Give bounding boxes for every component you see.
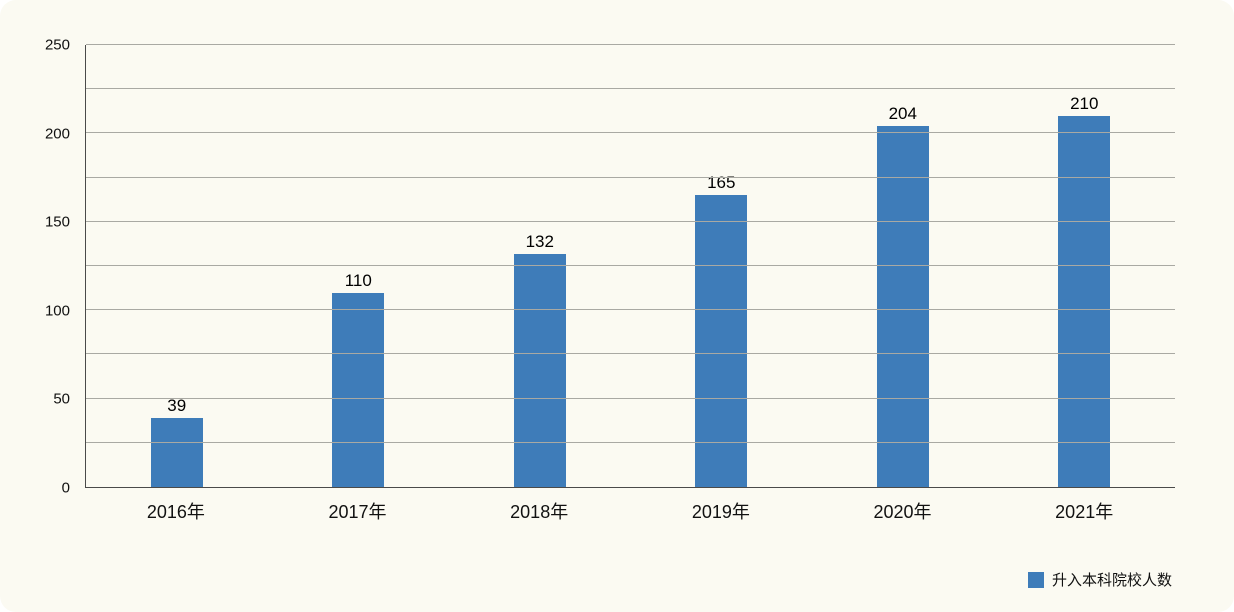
y-tick-label: 200 [44,125,70,143]
bar-slot: 132 [449,45,631,487]
bar-slot: 204 [812,45,994,487]
bar-slot: 165 [631,45,813,487]
x-tick-label: 2021年 [1055,502,1114,522]
y-tick-label: 50 [53,390,70,408]
plot-area: 39 110 132 165 204 210 [85,44,1175,488]
y-tick-label: 250 [44,36,70,54]
x-tick-label: 2020年 [873,502,932,522]
bar [513,253,566,487]
gridline [86,176,1175,178]
y-tick-label: 150 [44,213,70,231]
y-axis: 0 50 100 150 200 250 [0,38,78,496]
gridline [86,88,1175,90]
y-tick-label: 100 [44,302,70,320]
bar [695,195,748,487]
x-axis-labels: 2016年 2017年 2018年 2019年 2020年 2021年 [85,498,1175,524]
bar-value-label: 132 [525,231,554,251]
x-tick-label: 2018年 [510,502,569,522]
bar [150,418,203,487]
bar [332,292,385,487]
y-tick-label: 0 [61,479,70,497]
gridline [86,441,1175,443]
bar-value-label: 39 [167,396,187,416]
bar-slot: 210 [994,45,1176,487]
gridline [86,132,1175,134]
gridline [86,397,1175,399]
x-tick-label: 2017年 [328,502,387,522]
legend-label: 升入本科院校人数 [1051,572,1172,589]
legend: 升入本科院校人数 [1027,569,1172,590]
bar [876,126,929,487]
gridline [86,220,1175,222]
bar-slot: 39 [86,45,268,487]
bar-value-label: 204 [888,104,917,124]
bar-value-label: 210 [1070,93,1099,113]
gridline [86,265,1175,266]
x-tick-label: 2019年 [691,502,750,522]
bar [1058,115,1111,487]
bar-value-label: 110 [344,270,372,290]
bars-container: 39 110 132 165 204 210 [86,45,1175,487]
x-tick-label: 2016年 [146,502,205,522]
bar-value-label: 165 [707,173,736,193]
gridline [86,309,1175,311]
gridline [86,44,1175,45]
bar-slot: 110 [268,45,450,487]
legend-swatch [1027,571,1044,588]
gridline [86,353,1175,355]
